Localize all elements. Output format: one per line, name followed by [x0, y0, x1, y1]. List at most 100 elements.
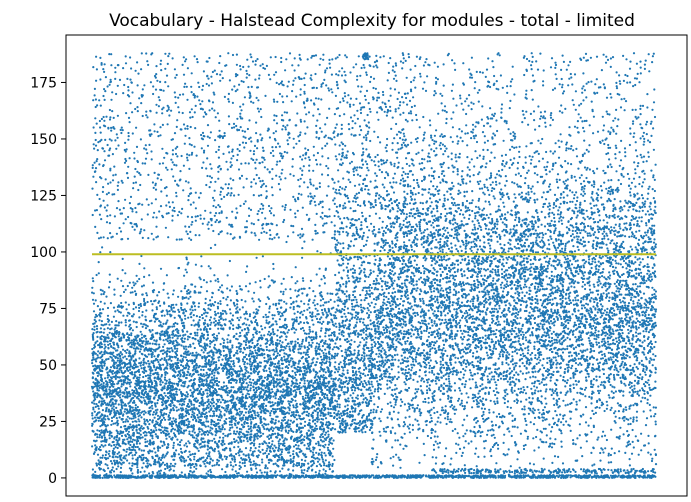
data-point: [143, 275, 146, 278]
data-point: [416, 349, 420, 352]
data-point: [241, 358, 245, 361]
data-point: [473, 279, 476, 283]
data-point: [342, 382, 345, 385]
data-point: [187, 181, 190, 184]
data-point: [487, 429, 490, 432]
data-point: [592, 447, 595, 450]
data-point: [213, 189, 216, 192]
data-point: [201, 317, 204, 320]
data-point: [556, 336, 559, 339]
data-point: [281, 467, 284, 470]
data-point: [594, 261, 597, 264]
data-point: [605, 243, 608, 246]
data-point: [261, 328, 264, 331]
data-point: [450, 228, 453, 231]
data-point: [389, 105, 392, 108]
data-point: [477, 199, 480, 202]
data-point: [653, 189, 657, 193]
data-point: [366, 398, 369, 401]
data-point: [276, 408, 279, 411]
data-point: [548, 336, 551, 339]
data-point: [353, 366, 356, 369]
data-point: [409, 110, 412, 113]
data-point: [154, 198, 157, 201]
data-point: [261, 211, 264, 214]
data-point: [376, 66, 379, 69]
data-point: [312, 290, 315, 293]
data-point: [320, 349, 324, 352]
data-point: [469, 429, 472, 432]
data-point: [424, 400, 427, 404]
data-point: [454, 470, 457, 474]
data-point: [192, 418, 195, 421]
data-point: [354, 418, 357, 421]
data-point: [316, 420, 319, 423]
data-point: [276, 329, 279, 332]
data-point: [398, 225, 401, 228]
data-point: [421, 202, 424, 205]
data-point: [233, 460, 236, 463]
data-point: [350, 339, 353, 342]
data-point: [545, 275, 548, 278]
data-point: [422, 231, 425, 234]
data-point: [217, 332, 220, 335]
data-point: [193, 412, 196, 415]
data-point: [516, 290, 519, 293]
data-point: [112, 116, 115, 119]
data-point: [520, 191, 524, 194]
data-point: [229, 289, 232, 292]
data-point: [571, 99, 574, 102]
data-point: [611, 314, 614, 317]
data-point: [328, 468, 331, 471]
data-point: [408, 281, 411, 284]
data-point: [601, 255, 604, 258]
data-point: [218, 398, 221, 401]
data-point: [279, 339, 282, 342]
data-point: [165, 204, 168, 207]
data-point: [172, 441, 175, 444]
data-point: [459, 94, 462, 97]
data-point: [295, 391, 298, 394]
data-point: [349, 116, 353, 119]
data-point: [166, 123, 169, 126]
data-point: [529, 376, 532, 379]
data-point: [339, 185, 342, 189]
data-point: [586, 234, 590, 237]
data-point: [189, 125, 192, 129]
data-point: [239, 126, 242, 129]
data-point: [445, 339, 448, 342]
data-point: [303, 435, 306, 438]
data-point: [626, 74, 629, 78]
data-point: [430, 136, 433, 139]
data-point: [360, 166, 363, 169]
data-point: [653, 293, 656, 296]
data-point: [480, 248, 483, 251]
data-point: [483, 241, 486, 244]
data-point: [125, 412, 128, 415]
data-point: [247, 371, 250, 374]
data-point: [430, 431, 433, 434]
data-point: [375, 411, 378, 414]
data-point: [472, 352, 475, 355]
data-point: [647, 236, 650, 239]
data-point: [357, 358, 360, 361]
data-point: [622, 54, 625, 58]
data-point: [506, 380, 509, 383]
data-point: [102, 292, 105, 296]
data-point: [363, 280, 366, 283]
data-point: [478, 89, 481, 92]
data-point: [397, 91, 400, 94]
data-point: [458, 387, 461, 390]
data-point: [254, 281, 257, 284]
data-point: [238, 365, 241, 368]
data-point: [112, 405, 115, 408]
data-point: [635, 230, 638, 233]
data-point: [630, 385, 633, 388]
data-point: [583, 184, 586, 188]
data-point: [101, 456, 104, 459]
data-point: [582, 468, 586, 471]
data-point: [369, 80, 372, 83]
data-point: [504, 304, 507, 307]
data-point: [270, 379, 273, 382]
data-point: [267, 461, 271, 464]
